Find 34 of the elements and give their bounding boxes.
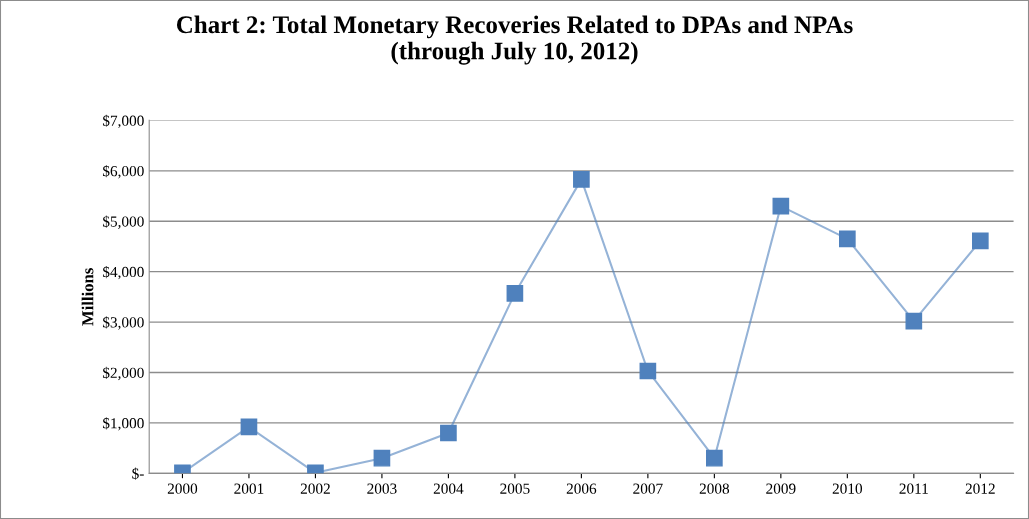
point xyxy=(639,362,657,380)
x-tick-label: 2011 xyxy=(899,483,928,494)
y-tick-label: $6,000 xyxy=(102,165,144,179)
x-tick-label: 2010 xyxy=(832,483,863,494)
point xyxy=(573,171,590,188)
y-axis-title: Millions xyxy=(81,268,94,326)
y-tick-label: $1,000 xyxy=(102,417,144,431)
y-tick-label: $3,000 xyxy=(102,316,144,330)
point xyxy=(440,424,457,442)
point xyxy=(905,312,923,330)
x-tick-label: 2000 xyxy=(167,483,198,494)
chart-title: Chart 2: Total Monetary Recoveries Related to DPAs and NPAs (through July 10, 2012) xyxy=(176,15,853,65)
point xyxy=(772,197,790,215)
x-tick-label: 2003 xyxy=(367,483,397,494)
x-tick-label: 2008 xyxy=(699,483,730,494)
point xyxy=(706,449,723,467)
y-tick-label: $- xyxy=(132,467,144,480)
x-tick-label: 2001 xyxy=(234,483,264,494)
y-tick-label: $5,000 xyxy=(102,215,144,229)
point xyxy=(240,418,258,436)
x-tick-label: 2009 xyxy=(766,483,796,494)
y-tick-label: $7,000 xyxy=(102,114,144,129)
x-tick-label: 2006 xyxy=(566,483,597,494)
point xyxy=(373,449,391,467)
point xyxy=(839,230,856,248)
x-tick-label: 2005 xyxy=(500,483,530,494)
x-tick-label: 2007 xyxy=(633,483,663,494)
x-tick-label: 2004 xyxy=(433,483,464,494)
y-tick-label: $4,000 xyxy=(102,265,144,280)
x-tick-label: 2012 xyxy=(965,483,995,494)
y-tick-label: $2,000 xyxy=(102,366,144,381)
point xyxy=(971,232,989,250)
point xyxy=(506,285,524,302)
x-tick-label: 2002 xyxy=(300,483,330,494)
